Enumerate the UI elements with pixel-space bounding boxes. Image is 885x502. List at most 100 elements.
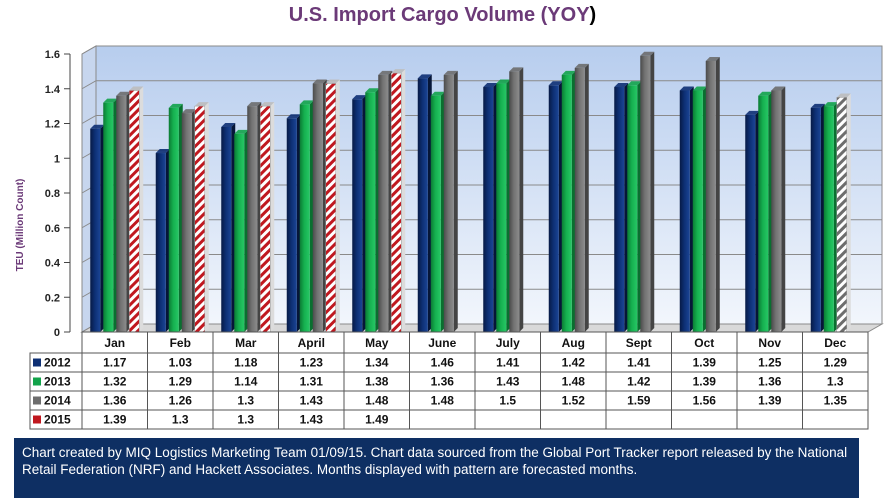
bar-front	[247, 106, 258, 332]
y-tick-label: 0	[54, 327, 60, 339]
bar	[299, 100, 314, 332]
bar	[692, 86, 707, 332]
bar-front	[325, 83, 336, 333]
bar-top	[221, 122, 236, 127]
bar	[247, 102, 262, 332]
data-label: 1.23	[300, 356, 324, 370]
bar-top	[325, 79, 340, 84]
bar-front	[483, 87, 494, 332]
bar-front	[561, 74, 572, 332]
bar-top	[758, 91, 773, 96]
x-tick-label: Nov	[758, 336, 781, 350]
data-label: 1.59	[627, 394, 651, 408]
bar	[443, 70, 458, 332]
data-label: 1.29	[169, 375, 193, 389]
bar-front	[116, 95, 127, 332]
bar-front	[509, 71, 520, 332]
chart-title: U.S. Import Cargo Volume (YOY)	[0, 4, 885, 27]
bar-top	[299, 100, 314, 105]
bar-front	[391, 72, 402, 333]
data-label: 1.41	[627, 356, 651, 370]
data-label: 1.39	[103, 413, 127, 427]
bar-side	[335, 79, 340, 332]
bar	[771, 86, 786, 332]
bar	[312, 79, 327, 332]
data-label: 1.48	[431, 394, 455, 408]
bar	[496, 79, 511, 332]
gridline	[81, 45, 882, 55]
data-label: 1.29	[824, 356, 848, 370]
bar	[325, 79, 340, 333]
y-tick-label: 0.2	[45, 292, 60, 304]
bar-front	[627, 85, 638, 333]
bar	[378, 70, 393, 332]
bar-front	[771, 90, 782, 332]
bar-side	[139, 86, 144, 332]
bar-top	[352, 95, 367, 100]
x-tick-label: Dec	[824, 336, 846, 350]
bar-front	[548, 85, 559, 333]
data-label: 1.52	[562, 394, 586, 408]
data-label: 1.43	[496, 375, 520, 389]
bar	[181, 109, 196, 332]
legend-swatch	[33, 396, 41, 405]
bar-top	[561, 70, 576, 75]
bar-top	[247, 102, 262, 107]
bar-side	[715, 56, 720, 332]
bar-top	[378, 70, 393, 75]
bar-top	[234, 129, 249, 134]
data-label: 1.38	[365, 375, 389, 389]
bar	[129, 86, 144, 333]
bar-top	[194, 102, 209, 107]
bar-front	[194, 105, 205, 333]
legend-label: 2014	[44, 394, 71, 408]
bar	[417, 74, 432, 332]
bar-top	[574, 63, 589, 68]
bar-top	[509, 67, 524, 72]
bar-front	[640, 55, 651, 333]
bar-front	[352, 99, 363, 332]
bar-top	[548, 81, 563, 86]
bar	[758, 91, 773, 332]
bar-top	[312, 79, 327, 84]
bar-front	[836, 97, 847, 333]
bar-front	[758, 95, 769, 332]
bar-front	[378, 74, 389, 332]
bar-front	[299, 104, 310, 332]
data-label: 1.46	[431, 356, 455, 370]
bar	[574, 63, 589, 333]
bar-top	[430, 91, 445, 96]
x-tick-label: April	[298, 336, 325, 350]
data-label: 1.48	[562, 375, 586, 389]
bar-front	[181, 113, 192, 332]
bar-front	[168, 107, 179, 332]
bar-side	[401, 69, 406, 333]
bar-top	[627, 81, 642, 86]
bar	[365, 88, 380, 332]
bar-front	[823, 106, 834, 332]
bar-top	[286, 114, 301, 119]
data-label: 1.18	[234, 356, 258, 370]
data-label: 1.49	[365, 413, 389, 427]
data-label: 1.48	[365, 394, 389, 408]
bar-side	[584, 63, 589, 333]
bar-front	[312, 83, 323, 332]
y-tick-label: 1.4	[45, 84, 61, 96]
data-label: 1.14	[234, 375, 258, 389]
data-label: 1.3	[172, 413, 189, 427]
data-label: 1.43	[300, 413, 324, 427]
bar-front	[286, 118, 297, 332]
bar-top	[391, 69, 406, 74]
bar	[627, 81, 642, 333]
bar-top	[771, 86, 786, 91]
y-axis-label: TEU (Million Count)	[15, 179, 26, 272]
bar-front	[129, 90, 140, 333]
legend-swatch	[33, 415, 41, 424]
x-tick-label: June	[428, 336, 456, 350]
bar	[90, 124, 105, 333]
bar	[509, 67, 524, 332]
bar	[640, 51, 655, 333]
bar-front	[103, 102, 114, 333]
bar-top	[640, 51, 655, 56]
data-label: 1.39	[693, 356, 717, 370]
